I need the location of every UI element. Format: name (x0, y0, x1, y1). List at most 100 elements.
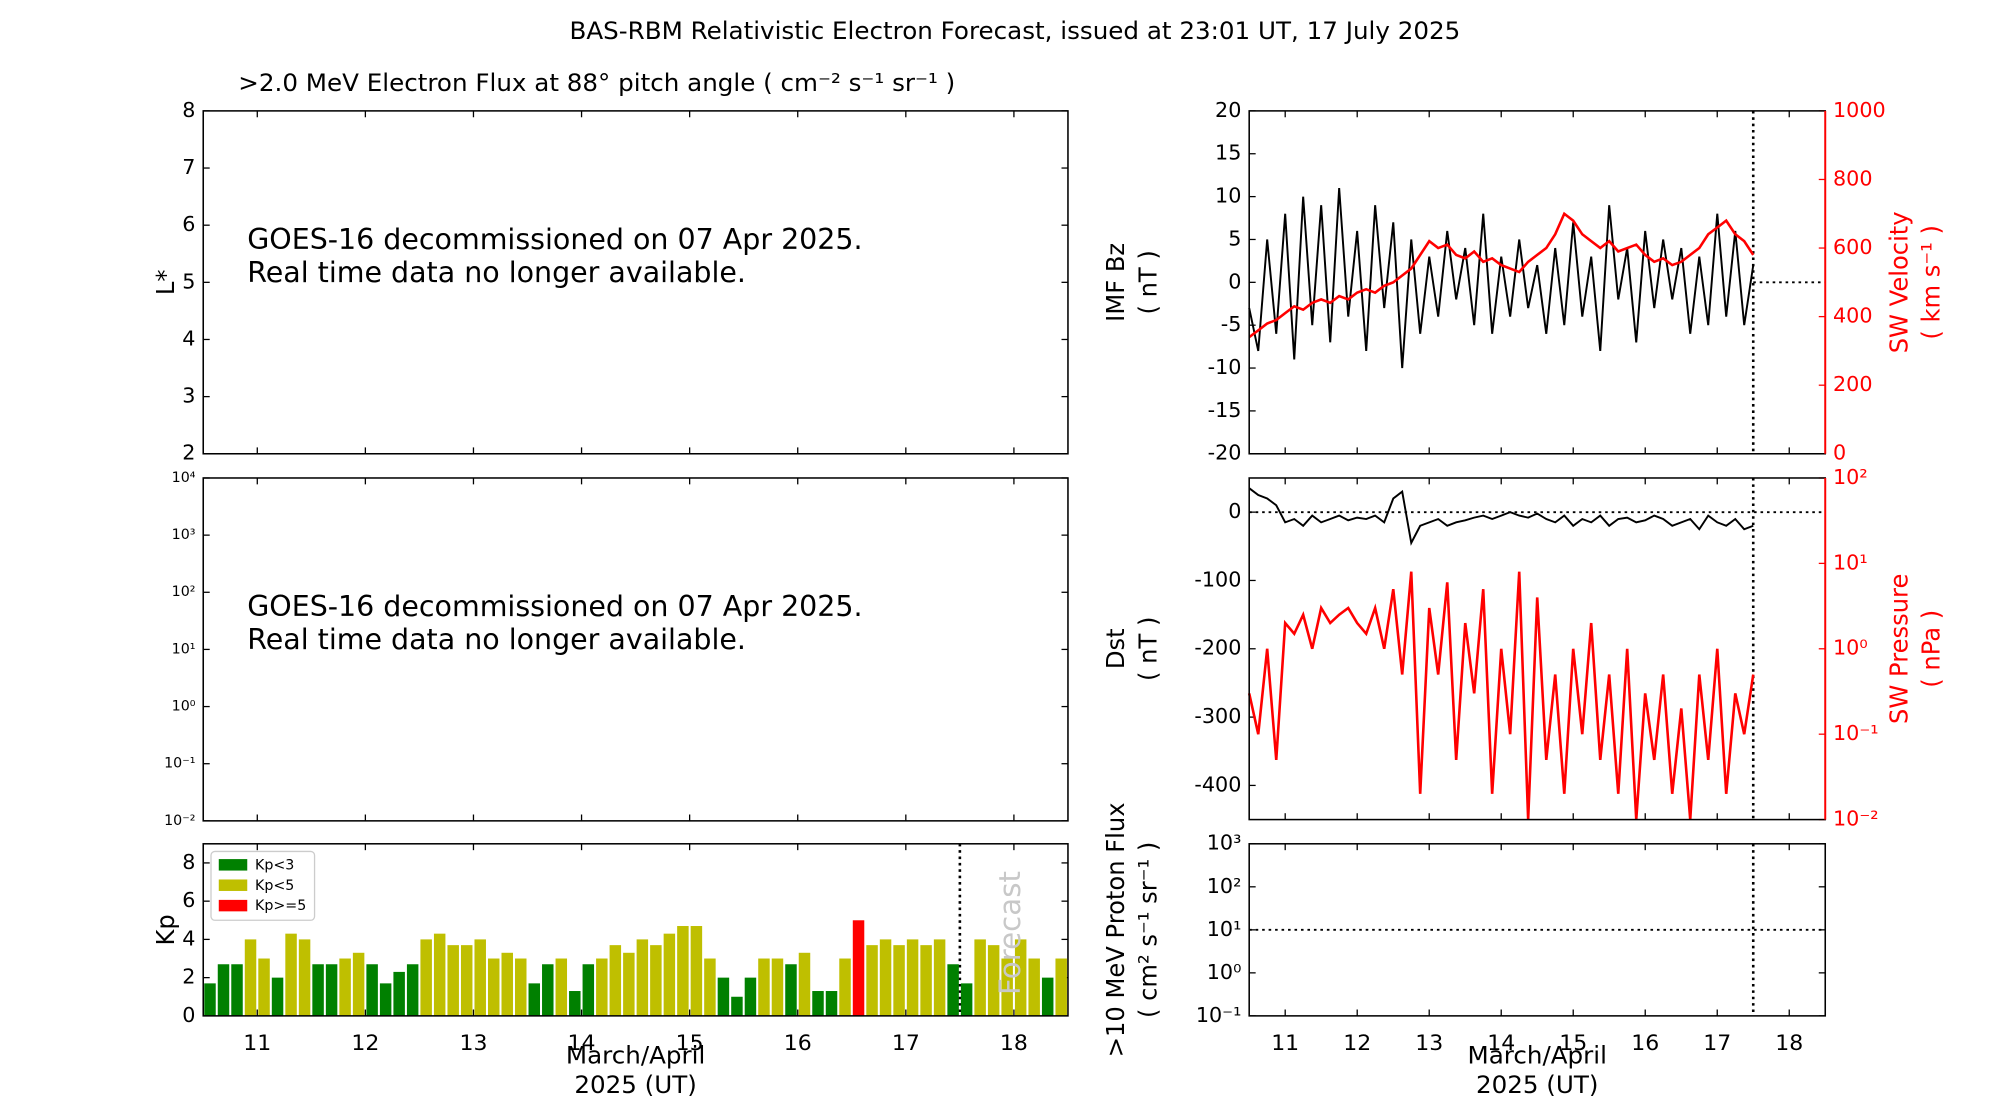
bar (690, 926, 703, 1016)
y-tick-label: 2 (182, 965, 195, 989)
line-series (1248, 187, 1755, 369)
y2-axis-label: ( km s⁻¹ ) (1917, 225, 1946, 340)
y2-axis-label: ( nPa ) (1917, 610, 1946, 688)
y-tick-label: 10⁻¹ (1196, 1003, 1242, 1027)
legend-swatch (218, 879, 248, 891)
bar (460, 945, 473, 1016)
y-tick-label: -400 (1194, 773, 1241, 797)
y2-tick-label: 1000 (1833, 98, 1886, 122)
x-tick-label: 15 (676, 1031, 704, 1056)
y2-tick-label: 10⁻² (1833, 807, 1879, 831)
y2-tick-label: 800 (1833, 167, 1873, 191)
y-axis-label: IMF Bz (1101, 243, 1130, 322)
y-tick-label: 5 (182, 269, 195, 293)
y-tick-label: 20 (1215, 98, 1241, 122)
bar (555, 958, 568, 1016)
bar (771, 958, 784, 1016)
bar (758, 958, 770, 1016)
bar (893, 945, 905, 1016)
y-tick-label: 15 (1215, 141, 1241, 165)
x-tick-label: 14 (1487, 1031, 1515, 1056)
bar (582, 964, 595, 1016)
y-tick-label: 7 (182, 155, 195, 179)
y-tick-label: -20 (1208, 441, 1242, 465)
y-axis-label: ( cm² s⁻¹ sr⁻¹ ) (1133, 842, 1162, 1018)
bar (798, 952, 811, 1016)
panel-title: >2.0 MeV Electron Flux at 88° pitch angl… (238, 68, 955, 97)
bar (244, 939, 257, 1016)
bar (731, 996, 743, 1016)
forecast-label: Forecast (993, 871, 1027, 995)
y-axis-label: ( nT ) (1133, 250, 1162, 314)
y2-tick-label: 400 (1833, 304, 1873, 328)
bar (704, 958, 716, 1016)
bar (433, 933, 446, 1016)
y-tick-label: 6 (182, 888, 195, 912)
x-tick-label: 17 (892, 1031, 920, 1056)
y-tick-label: 0 (1228, 499, 1241, 523)
bar (1055, 958, 1067, 1016)
y-tick-label: -300 (1194, 704, 1241, 728)
legend-label: Kp<3 (255, 858, 294, 874)
bar (933, 939, 946, 1016)
bar (204, 983, 216, 1016)
y-tick-label: -100 (1194, 568, 1241, 592)
bar (825, 991, 838, 1016)
annotation: GOES-16 decommissioned on 07 Apr 2025. (247, 590, 862, 623)
legend-swatch (218, 859, 248, 871)
bar (879, 939, 892, 1016)
y2-axis-label: SW Pressure (1884, 574, 1913, 724)
bar (366, 964, 378, 1016)
bar (650, 945, 662, 1016)
x-axis-label: 2025 (UT) (574, 1070, 697, 1099)
y2-tick-label: 10⁰ (1833, 636, 1868, 660)
y-tick-label: 10³ (172, 527, 196, 543)
bar (866, 945, 878, 1016)
bar (852, 920, 865, 1016)
x-tick-label: 15 (1559, 1031, 1587, 1056)
bar (839, 958, 851, 1016)
y-tick-label: -5 (1221, 312, 1242, 336)
bar (285, 933, 297, 1016)
bar (352, 952, 365, 1016)
line-series (1248, 211, 1755, 339)
x-tick-label: 14 (568, 1031, 596, 1056)
y-tick-label: 6 (182, 212, 195, 236)
bar (636, 939, 649, 1016)
bar (487, 958, 500, 1016)
plot-frame (202, 843, 1069, 1017)
bar (406, 964, 419, 1016)
legend-label: Kp>=5 (255, 898, 306, 914)
y2-tick-label: 10⁻¹ (1833, 721, 1879, 745)
x-tick-label: 11 (243, 1031, 271, 1056)
y-tick-label: 10⁰ (172, 699, 196, 715)
bar (812, 991, 824, 1016)
annotation: Real time data no longer available. (247, 256, 746, 289)
y2-tick-label: 0 (1833, 441, 1846, 465)
x-tick-label: 18 (1775, 1031, 1803, 1056)
y-tick-label: 8 (182, 850, 195, 874)
bar (974, 939, 986, 1016)
y-tick-label: 10⁰ (1207, 960, 1242, 984)
y-tick-label: 0 (182, 1003, 195, 1027)
figure-title: BAS-RBM Relativistic Electron Forecast, … (569, 16, 1460, 45)
x-tick-label: 16 (1631, 1031, 1659, 1056)
x-tick-label: 17 (1703, 1031, 1731, 1056)
line-series (1248, 487, 1754, 546)
plot-frame (1248, 477, 1827, 821)
annotation: Real time data no longer available. (247, 623, 746, 656)
bar (677, 926, 689, 1016)
x-axis-label: March/April (566, 1041, 705, 1070)
bar (339, 958, 351, 1016)
y-tick-label: 4 (182, 926, 195, 950)
bar (1028, 958, 1040, 1016)
bar (515, 958, 527, 1016)
y-tick-label: 10⁻² (164, 813, 195, 829)
x-tick-label: 16 (784, 1031, 812, 1056)
y-axis-label: Kp (151, 914, 180, 945)
y-axis-label: >10 MeV Proton Flux (1101, 802, 1130, 1057)
bar (623, 952, 635, 1016)
y-tick-label: 2 (182, 441, 195, 465)
y-tick-label: -10 (1208, 355, 1242, 379)
plot-frame (202, 110, 1069, 455)
